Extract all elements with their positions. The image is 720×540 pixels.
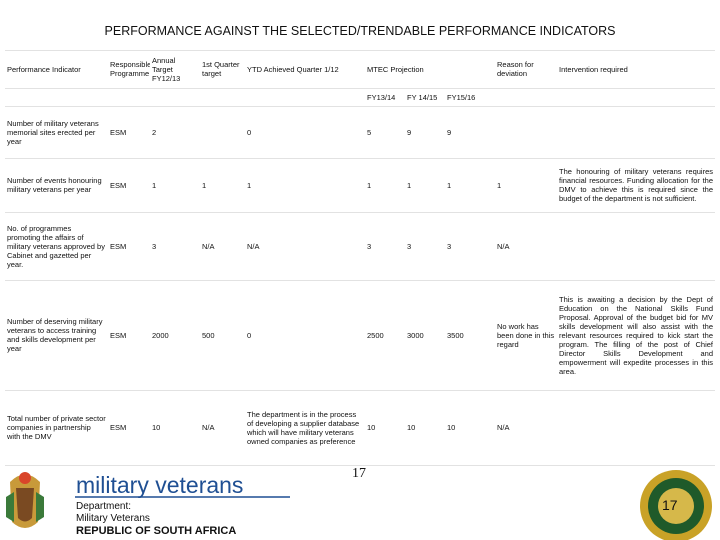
- title: PERFORMANCE AGAINST THE SELECTED/TRENDAB…: [104, 24, 616, 38]
- row-line: [5, 106, 715, 107]
- row-line: [5, 390, 715, 391]
- indicator-cell: No. of programmes promoting the affairs …: [7, 223, 105, 269]
- data-cell: 1: [497, 180, 502, 190]
- data-cell: N/A: [247, 241, 260, 251]
- page-number: 17: [352, 466, 366, 481]
- footer-graphics: [6, 470, 712, 540]
- data-cell: 3000: [407, 330, 424, 340]
- brand: military veterans: [76, 472, 244, 498]
- data-cell: 5: [367, 127, 372, 137]
- data-cell: The honouring of military veterans requi…: [559, 167, 713, 203]
- data-cell: ESM: [110, 330, 127, 340]
- header-cell: Annual Target FY12/13: [152, 55, 181, 83]
- row-line: [5, 158, 715, 159]
- header-cell: Intervention required: [559, 64, 628, 74]
- data-cell: ESM: [110, 423, 127, 432]
- subheader-cell: FY13/14: [367, 92, 396, 102]
- data-cell: This is awaiting a decision by the Dept …: [559, 294, 713, 376]
- indicator-cell: Total number of private sector companies…: [7, 414, 106, 441]
- header-cell: YTD Achieved Quarter 1/12: [247, 64, 339, 74]
- badge: [640, 470, 712, 540]
- header-cell: Performance Indicator: [7, 64, 81, 74]
- header-cell: MTEC Projection: [367, 64, 424, 74]
- data-cell: No work has been done in this regard: [497, 321, 555, 349]
- coat-of-arms: [6, 472, 44, 528]
- data-cell: 1: [247, 180, 252, 190]
- data-cell: 9: [447, 127, 452, 137]
- data-cell: 1: [202, 180, 207, 190]
- department-name: Military Veterans: [76, 513, 150, 524]
- data-cell: 0: [247, 127, 252, 137]
- department-label: Department:: [76, 501, 132, 512]
- data-cell: 1: [152, 180, 157, 190]
- data-cell: 3: [447, 241, 452, 251]
- data-cell: 10: [407, 423, 416, 432]
- data-cell: 2000: [152, 330, 169, 340]
- row-line: [5, 50, 715, 51]
- data-cell: 10: [447, 423, 456, 432]
- header-cell: 1st Quarter target: [202, 60, 240, 78]
- data-cell: 10: [367, 423, 376, 432]
- indicator-cell: Number of deserving military veterans to…: [7, 317, 103, 353]
- row-line: [5, 280, 715, 281]
- data-cell: N/A: [497, 423, 510, 432]
- data-cell: ESM: [110, 241, 127, 251]
- data-cell: N/A: [202, 241, 215, 251]
- data-cell: 10: [152, 423, 161, 432]
- country: REPUBLIC OF SOUTH AFRICA: [76, 525, 237, 537]
- data-cell: 2500: [367, 330, 384, 340]
- data-cell: The department is in the process of deve…: [247, 409, 360, 446]
- data-cell: 2: [152, 127, 157, 137]
- indicator-cell: Number of military veterans memorial sit…: [7, 118, 99, 146]
- data-cell: N/A: [202, 423, 215, 432]
- data-cell: 9: [407, 127, 412, 137]
- indicator-cell: Number of events honouring military vete…: [7, 176, 102, 194]
- data-cell: 3: [152, 241, 157, 251]
- data-cell: 3500: [447, 330, 464, 340]
- data-cell: 500: [202, 330, 215, 340]
- data-cell: 1: [367, 180, 372, 190]
- data-cell: 1: [447, 180, 452, 190]
- subheader-cell: FY 14/15: [407, 92, 438, 102]
- data-cell: 1: [407, 180, 412, 190]
- header-cell: Responsible Programme: [110, 60, 150, 78]
- data-cell: 0: [247, 330, 252, 340]
- data-cell: N/A: [497, 241, 510, 251]
- data-cell: 3: [367, 241, 372, 251]
- header-cell: Reason for deviation: [497, 60, 534, 78]
- row-line: [5, 212, 715, 213]
- data-cell: ESM: [110, 127, 127, 137]
- badge-number: 17: [662, 497, 678, 513]
- row-line: [5, 465, 715, 466]
- row-line: [5, 88, 715, 89]
- data-cell: 3: [407, 241, 412, 251]
- data-cell: ESM: [110, 180, 127, 190]
- subheader-cell: FY15/16: [447, 92, 476, 102]
